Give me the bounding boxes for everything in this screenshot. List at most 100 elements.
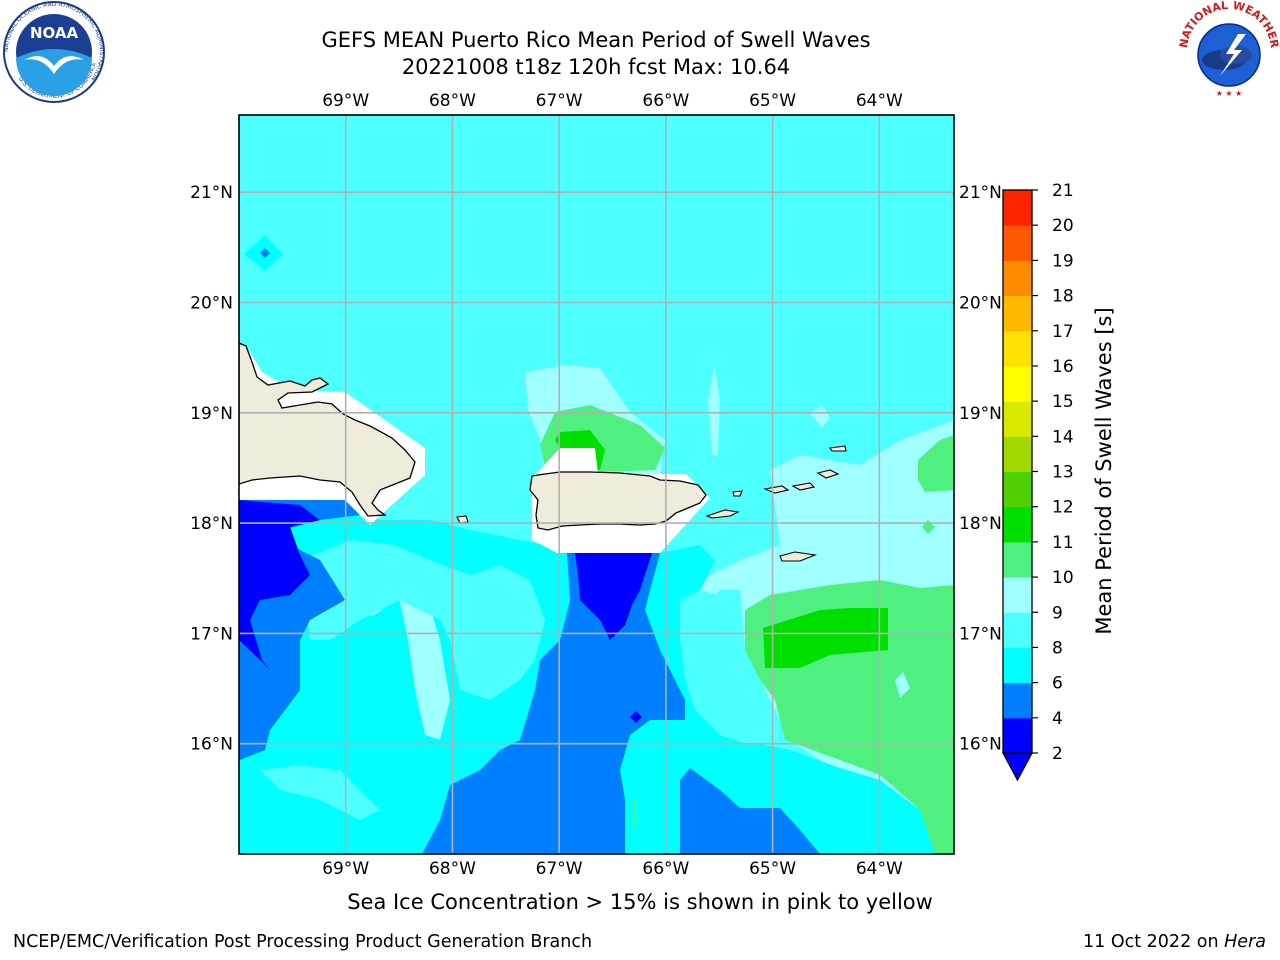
field-8-9s-se bbox=[680, 590, 785, 745]
lat-tick-label: 16°N bbox=[959, 735, 1002, 755]
colorbar-tick-label: 4 bbox=[1052, 709, 1063, 729]
map-title: GEFS MEAN Puerto Rico Mean Period of Swe… bbox=[321, 28, 871, 52]
colorbar-segment bbox=[1003, 471, 1032, 508]
land-vieques bbox=[705, 509, 740, 519]
colorbar-tick-label: 9 bbox=[1052, 603, 1063, 623]
lat-tick-label: 18°N bbox=[190, 514, 233, 534]
land-st-thomas bbox=[763, 485, 790, 494]
colorbar-tick-label: 8 bbox=[1052, 638, 1063, 658]
land-st-croix bbox=[779, 551, 818, 562]
land-sombrero bbox=[829, 445, 847, 452]
lon-tick-label: 67°W bbox=[536, 859, 583, 879]
colorbar-segment bbox=[1003, 295, 1032, 332]
colorbar-tick-label: 17 bbox=[1052, 322, 1074, 342]
footer-date-text: 11 Oct 2022 on bbox=[1083, 932, 1225, 952]
lon-tick-label: 67°W bbox=[536, 91, 583, 111]
colorbar-tick-label: 14 bbox=[1052, 427, 1074, 447]
lon-tick-label: 64°W bbox=[856, 859, 903, 879]
contour-field bbox=[239, 115, 954, 854]
field-2-4s-west bbox=[239, 500, 320, 670]
colorbar-title: Mean Period of Swell Waves [s] bbox=[1092, 307, 1116, 634]
colorbar-tick-label: 10 bbox=[1052, 568, 1074, 588]
colorbar-tick-label: 13 bbox=[1052, 463, 1074, 483]
field-9-10s-spot bbox=[810, 405, 830, 428]
land-anegada bbox=[816, 469, 840, 479]
colorbar-tick-label: 11 bbox=[1052, 533, 1074, 553]
field-8-9s-south bbox=[300, 540, 545, 700]
colorbar-segment bbox=[1003, 436, 1032, 472]
lat-tick-label: 18°N bbox=[959, 514, 1002, 534]
land-tortola bbox=[791, 482, 816, 491]
lon-tick-label: 68°W bbox=[429, 859, 476, 879]
lat-tick-label: 17°N bbox=[190, 624, 233, 644]
noaa-logo-text: NOAA bbox=[30, 24, 79, 42]
colorbar-segment bbox=[1003, 330, 1032, 367]
map-frame bbox=[238, 114, 955, 855]
lat-tick-label: 21°N bbox=[190, 183, 233, 203]
colorbar-tick-label: 12 bbox=[1052, 498, 1074, 518]
colorbar-segment bbox=[1003, 577, 1032, 613]
colorbar-tick-label: 18 bbox=[1052, 287, 1074, 307]
colorbar-tick-label: 21 bbox=[1052, 181, 1074, 201]
colorbar-tick-label: 15 bbox=[1052, 392, 1074, 412]
land-culebra bbox=[732, 490, 743, 497]
lon-tick-label: 65°W bbox=[749, 859, 796, 879]
field-4-6s-spot bbox=[260, 248, 270, 258]
lat-tick-label: 20°N bbox=[190, 294, 233, 314]
lon-tick-label: 66°W bbox=[642, 91, 689, 111]
footer-credit: NCEP/EMC/Verification Post Processing Pr… bbox=[13, 932, 593, 952]
lon-tick-label: 69°W bbox=[322, 859, 369, 879]
colorbar-extend-arrow bbox=[1001, 752, 1034, 782]
footer-date: 11 Oct 2022 on Hera bbox=[1083, 932, 1266, 952]
colorbar-segment bbox=[1003, 506, 1032, 543]
lon-labels-bottom: 69°W 68°W 67°W 66°W 65°W 64°W bbox=[322, 859, 903, 879]
map-gridlines bbox=[239, 115, 954, 854]
colorbar-segment bbox=[1003, 401, 1032, 437]
lon-tick-label: 69°W bbox=[322, 91, 369, 111]
colorbar-segment bbox=[1003, 541, 1032, 578]
field-10-11s-ne bbox=[918, 435, 954, 492]
colorbar: 2 4 6 8 9 10 11 12 13 14 15 16 17 18 19 20 21 bbox=[1001, 181, 1074, 782]
colorbar-segment bbox=[1003, 260, 1032, 297]
lat-labels-left: 21°N 20°N 19°N 18°N 17°N 16°N bbox=[190, 183, 233, 754]
land-mona-island bbox=[456, 515, 469, 524]
footer-machine: Hera bbox=[1224, 932, 1266, 952]
colorbar-tick-label: 16 bbox=[1052, 357, 1074, 377]
lon-tick-label: 68°W bbox=[429, 91, 476, 111]
lat-tick-label: 20°N bbox=[959, 294, 1002, 314]
colorbar-tick-label: 20 bbox=[1052, 216, 1074, 236]
colorbar-segment bbox=[1003, 682, 1032, 719]
noaa-logo-icon: NATIONAL OCEANIC AND ATMOSPHERIC ADMINIS… bbox=[3, 1, 105, 103]
field-2-4s-spot bbox=[630, 711, 642, 723]
colorbar-tick-label: 19 bbox=[1052, 251, 1074, 271]
map-subtitle: 20221008 t18z 120h fcst Max: 10.64 bbox=[401, 55, 791, 79]
colorbar-segment bbox=[1003, 612, 1032, 648]
nws-logo-icon: NATIONAL WEATHER SERVICE ★ ★ ★ bbox=[1178, 0, 1280, 100]
colorbar-segment bbox=[1003, 647, 1032, 684]
lat-tick-label: 19°N bbox=[190, 404, 233, 424]
field-4-6s-se bbox=[680, 768, 820, 854]
lon-tick-label: 66°W bbox=[642, 859, 689, 879]
lat-tick-label: 17°N bbox=[959, 624, 1002, 644]
field-2-4s-south-pr bbox=[575, 553, 652, 640]
land-hispaniola bbox=[239, 342, 416, 517]
field-11-12s-east bbox=[763, 608, 888, 668]
lat-tick-label: 16°N bbox=[190, 735, 233, 755]
lat-tick-label: 19°N bbox=[959, 404, 1002, 424]
lon-tick-label: 64°W bbox=[856, 91, 903, 111]
lon-tick-label: 65°W bbox=[749, 91, 796, 111]
lon-labels-top: 69°W 68°W 67°W 66°W 65°W 64°W bbox=[322, 91, 903, 111]
colorbar-tick-label: 2 bbox=[1052, 744, 1063, 764]
colorbar-tick-label: 6 bbox=[1052, 674, 1063, 694]
lat-tick-label: 21°N bbox=[959, 183, 1002, 203]
field-9-10s-streak bbox=[708, 365, 720, 455]
nws-stars-icon: ★ ★ ★ bbox=[1216, 89, 1243, 98]
colorbar-segment bbox=[1003, 190, 1032, 226]
sea-ice-note: Sea Ice Concentration > 15% is shown in … bbox=[347, 890, 933, 914]
field-9-10s-south-streak bbox=[395, 575, 450, 740]
lat-labels-right: 21°N 20°N 19°N 18°N 17°N 16°N bbox=[959, 183, 1002, 754]
colorbar-segment bbox=[1003, 225, 1032, 261]
land-puerto-rico bbox=[529, 471, 707, 531]
field-9-10s-in-green bbox=[895, 672, 910, 698]
